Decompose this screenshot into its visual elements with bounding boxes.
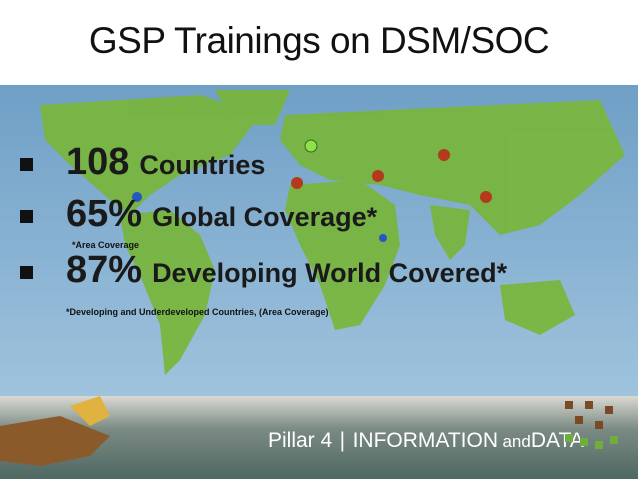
world-map [0, 85, 638, 396]
bullet-marker [20, 158, 33, 171]
bullet-figure: 108 [66, 141, 130, 183]
bullet-marker [20, 210, 33, 223]
footer-joiner: and [502, 432, 531, 451]
handshake-icon [0, 396, 110, 466]
bullet-marker [20, 266, 33, 279]
footer-text: Pillar 4 | INFORMATION andDATA [268, 429, 584, 452]
footer-section: INFORMATION [352, 429, 499, 452]
footer-pillar: Pillar 4 [268, 429, 333, 452]
slide-title: GSP Trainings on DSM/SOC [88, 20, 550, 61]
bullet-label: Countries [139, 150, 266, 180]
bullet: 65% Global Coverage* [66, 193, 377, 236]
bullet-label: Developing World Covered* [152, 258, 508, 288]
footer-bar: Pillar 4 | INFORMATION andDATA [0, 396, 638, 479]
bullet: 87% Developing World Covered* [66, 249, 507, 292]
bullet-figure: 65% [66, 193, 143, 235]
bullet-note: *Area Coverage [72, 240, 140, 250]
bullet-figure: 87% [66, 249, 143, 291]
bullet: 108 Countries [66, 141, 265, 184]
bullet-label: Global Coverage* [152, 202, 378, 232]
footnote: *Developing and Underdeveloped Countries… [66, 307, 329, 317]
logo-icon [565, 401, 618, 449]
